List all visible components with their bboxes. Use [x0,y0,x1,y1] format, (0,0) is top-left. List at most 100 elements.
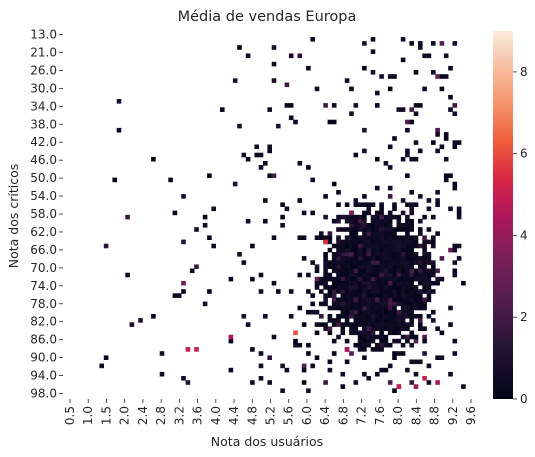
heatmap-cell [375,243,380,249]
heatmap-cell [344,247,350,253]
heatmap-cell [310,177,315,183]
heatmap-cell [362,247,367,253]
heatmap-cell [431,235,436,240]
heatmap-cell [323,264,328,269]
heatmap-cell [379,243,384,249]
heatmap-cell [375,235,380,240]
heatmap-cell [366,376,371,381]
colorbar-tick-label: 4 [520,228,528,242]
heatmap-cell [379,235,384,240]
heatmap-cell [349,243,354,249]
heatmap-cell [362,148,367,154]
heatmap-cell [405,152,410,158]
heatmap-cell [431,70,436,75]
heatmap-cell [418,227,423,232]
heatmap-cell [349,227,354,232]
heatmap-cell [366,264,371,269]
heatmap-cell [418,301,423,307]
heatmap-cell [366,305,371,311]
y-tick-label: 70.0 [30,261,57,275]
heatmap-cell [314,276,320,282]
heatmap-cell [370,260,376,265]
x-tick-label: 6.4 [318,406,332,425]
heatmap-cell [258,376,264,381]
heatmap-cell [383,338,389,344]
heatmap-cell [357,252,363,257]
heatmap-cell [349,260,354,265]
heatmap-cell [413,289,419,294]
heatmap-cell [422,264,427,269]
heatmap-cell [387,239,393,245]
heatmap-cell [116,127,122,133]
heatmap-cell [344,276,350,282]
heatmap-cell [353,380,359,385]
heatmap-cell [314,235,320,240]
heatmap-cell [400,210,406,216]
heatmap-cell [349,314,354,319]
heatmap-cell [159,351,165,356]
heatmap-cell [366,276,371,282]
heatmap-cell [362,330,367,336]
heatmap-cell [327,318,333,323]
heatmap-cell [418,305,423,311]
heatmap-cell [263,161,268,166]
heatmap-cell [400,301,406,307]
heatmap-cell [409,264,414,269]
heatmap-cell [344,260,350,265]
heatmap-cell [422,239,427,245]
heatmap-cell [344,264,350,269]
heatmap-cell [383,309,389,315]
heatmap-cell [353,272,359,278]
heatmap-cell [396,309,402,315]
x-tick-label: 7.6 [373,406,387,425]
heatmap-cell [344,285,350,290]
heatmap-cell [409,252,414,257]
heatmap-cell [362,264,367,269]
heatmap-cell [418,218,423,224]
y-tick-label: 94.0 [30,369,57,383]
y-tick-label: 42.0 [30,135,57,149]
heatmap-cell [383,218,389,224]
heatmap-cell [405,289,410,294]
heatmap-cell [254,144,259,150]
heatmap-cell [331,276,337,282]
heatmap-cell [314,280,320,286]
heatmap-cell [426,239,432,245]
heatmap-cell [366,322,371,327]
heatmap-cell [443,132,449,137]
heatmap-cell [400,156,406,162]
heatmap-cell [418,280,423,286]
heatmap-cell [375,309,380,315]
heatmap-cell [387,268,393,274]
x-tick-label: 0.5 [63,406,77,425]
heatmap-cell [375,103,380,108]
heatmap-cell [439,74,445,79]
heatmap-cell [405,334,410,340]
heatmap-cell [400,272,406,278]
heatmap-cell [357,289,363,294]
heatmap-cell [375,314,380,319]
heatmap-cell [310,301,315,307]
heatmap-cell [392,235,397,240]
heatmap-cell [461,384,466,389]
heatmap-cell [362,355,367,360]
heatmap-cell [461,280,466,286]
heatmap-cell [375,285,380,290]
heatmap-cell [237,45,242,50]
heatmap-cell [314,322,320,327]
heatmap-cell [297,342,303,348]
heatmap-cell [370,239,376,245]
heatmap-cell [176,293,182,298]
heatmap-cell [366,252,371,257]
heatmap-cell [344,218,350,224]
heatmap-cell [366,260,371,265]
heatmap-cell [125,214,130,220]
heatmap-cell [362,272,367,278]
heatmap-cell [353,256,359,261]
heatmap-cell [418,318,423,323]
heatmap-cell [207,235,212,240]
heatmap-cell [344,227,350,232]
y-tick-label: 54.0 [30,189,57,203]
heatmap-cell [383,264,389,269]
y-tick-label: 78.0 [30,297,57,311]
